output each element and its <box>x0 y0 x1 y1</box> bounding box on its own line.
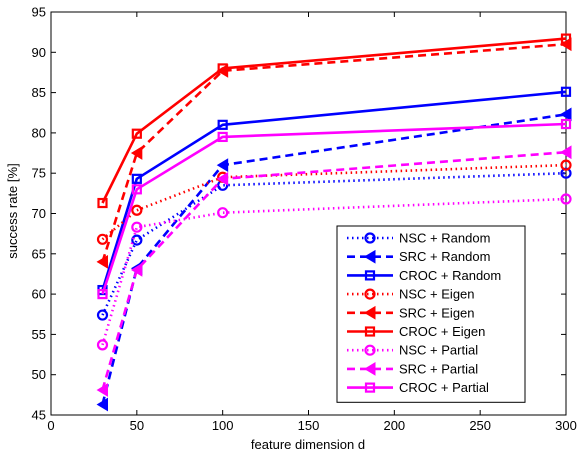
legend: NSC + Random SRC + Random CROC + Random NSC… <box>336 225 526 403</box>
axes: 0 50 100 150 200 250 300 45 50 55 60 65 70 75 80 85 90 95 <box>32 5 577 434</box>
y-tick-label: 55 <box>32 327 46 342</box>
legend-marker <box>364 362 376 376</box>
x-tick-label: 250 <box>469 418 491 433</box>
legend-entry: NSC + Random <box>347 231 490 246</box>
data-point <box>131 204 143 216</box>
data-point <box>560 37 572 52</box>
legend-label: SRC + Eigen <box>399 305 475 320</box>
data-point <box>560 86 572 97</box>
legend-entry: SRC + Partial <box>347 361 478 376</box>
data-point <box>560 33 572 44</box>
series-croc-partial <box>97 118 572 300</box>
data-point <box>217 119 228 130</box>
series-line <box>101 42 567 263</box>
y-tick-label: 75 <box>32 166 46 181</box>
data-point <box>96 254 108 269</box>
legend-label: CROC + Eigen <box>399 324 485 339</box>
legend-label: SRC + Random <box>399 249 490 264</box>
legend-marker <box>364 249 376 264</box>
data-point <box>560 107 572 122</box>
series-croc-eigen <box>97 33 572 209</box>
legend-entry: CROC + Eigen <box>347 324 485 339</box>
legend-label: NSC + Random <box>399 231 490 246</box>
legend-entry: NSC + Eigen <box>347 287 475 302</box>
data-point <box>130 263 143 277</box>
y-tick-label: 70 <box>32 206 46 221</box>
series-line <box>101 113 567 405</box>
y-tick-label: 60 <box>32 287 46 302</box>
legend-entry: CROC + Random <box>347 268 501 283</box>
series-line <box>101 90 567 291</box>
series-line <box>101 150 567 391</box>
legend-marker <box>364 232 376 244</box>
series-line <box>101 37 567 204</box>
series-line <box>101 171 567 316</box>
legend-marker <box>364 326 376 337</box>
y-tick-label: 90 <box>32 45 46 60</box>
data-point <box>216 171 229 186</box>
y-axis-label: success rate [%] <box>5 163 20 258</box>
y-tick-label: 45 <box>32 408 46 423</box>
data-point <box>97 197 108 209</box>
x-tick-label: 150 <box>298 418 320 433</box>
data-point <box>217 207 229 219</box>
data-point <box>560 118 572 130</box>
legend-entry: CROC + Partial <box>347 380 489 395</box>
x-tick-label: 300 <box>555 418 577 433</box>
data-point <box>217 63 228 74</box>
data-point <box>131 221 143 233</box>
series-src-partial <box>96 145 572 397</box>
legend-entry: SRC + Random <box>347 249 490 264</box>
data-point <box>560 193 572 205</box>
series-src-random <box>96 107 572 412</box>
legend-label: NSC + Eigen <box>399 287 475 302</box>
data-point <box>96 339 109 351</box>
legend-label: NSC + Partial <box>399 343 478 358</box>
legend-marker <box>364 344 376 356</box>
series-line <box>101 163 567 241</box>
x-tick-label: 50 <box>130 418 144 433</box>
data-point <box>131 128 142 139</box>
x-axis-label: feature dimension d <box>251 437 365 452</box>
legend-marker <box>364 382 376 393</box>
data-point <box>96 309 109 321</box>
legend-marker <box>364 305 376 320</box>
y-tick-label: 85 <box>32 85 46 100</box>
legend-label: CROC + Random <box>399 268 501 283</box>
series-layer <box>96 33 572 412</box>
data-point <box>96 383 108 397</box>
y-tick-label: 50 <box>32 367 46 382</box>
series-line <box>101 197 567 346</box>
legend-entry: NSC + Partial <box>347 343 478 358</box>
data-point <box>560 159 572 171</box>
data-point <box>217 131 228 143</box>
data-point <box>130 146 143 160</box>
legend-marker <box>364 288 376 300</box>
x-tick-label: 200 <box>383 418 405 433</box>
data-point <box>96 397 108 412</box>
data-point <box>131 173 142 184</box>
data-point <box>97 289 108 300</box>
data-point <box>131 184 142 195</box>
series-line <box>101 122 567 295</box>
series-nsc-partial <box>96 193 572 351</box>
legend-marker <box>364 270 376 281</box>
x-tick-label: 0 <box>47 418 54 433</box>
x-tick-label: 100 <box>212 418 234 433</box>
legend-label: SRC + Partial <box>399 361 478 376</box>
data-point <box>560 145 572 160</box>
y-tick-label: 65 <box>32 246 46 261</box>
data-point <box>216 158 229 173</box>
data-point <box>96 233 109 245</box>
data-point <box>131 234 143 246</box>
legend-label: CROC + Partial <box>399 380 489 395</box>
y-tick-label: 95 <box>32 5 46 20</box>
y-tick-label: 80 <box>32 125 46 140</box>
legend-entry: SRC + Eigen <box>347 305 475 320</box>
